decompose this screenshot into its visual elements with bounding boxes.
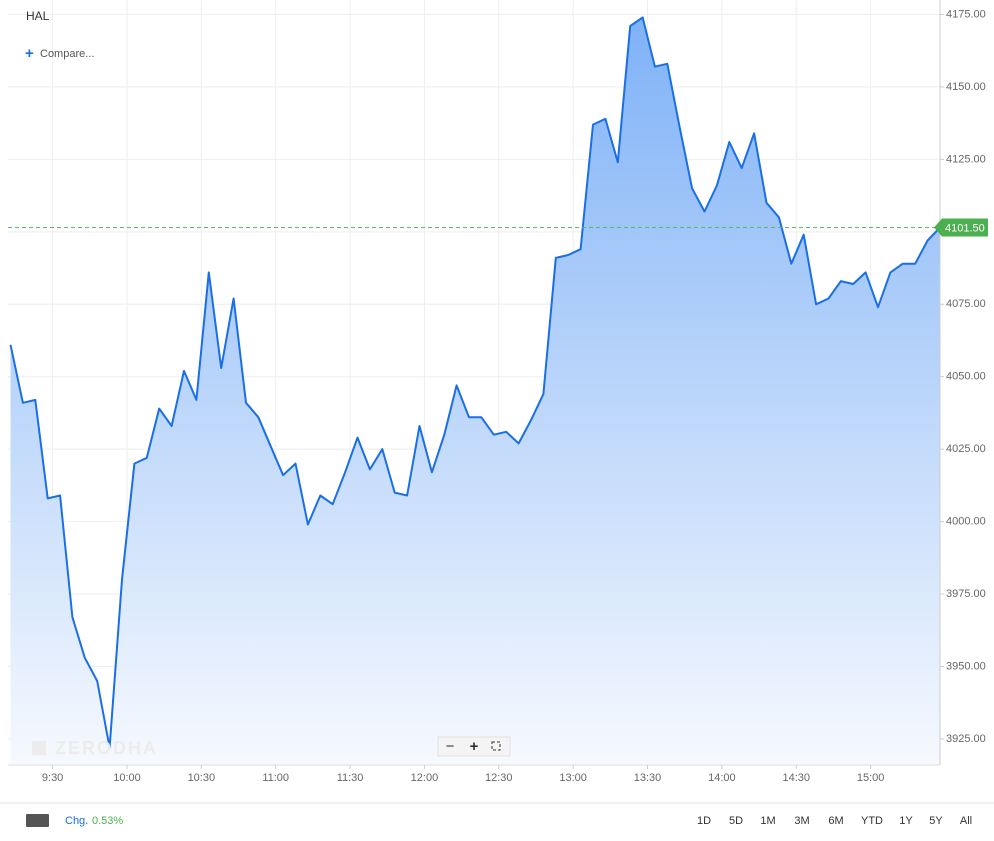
y-tick-label: 4000.00	[946, 515, 986, 527]
change-label: Chg.	[65, 815, 88, 827]
watermark: ZERODHA	[55, 738, 158, 758]
range-button[interactable]: 5D	[729, 815, 743, 827]
x-tick-label: 9:30	[42, 772, 63, 784]
y-tick-label: 3925.00	[946, 733, 986, 745]
range-buttons: 1D 5D 1M 3M 6M YTD 1Y 5Y All	[697, 815, 972, 827]
x-tick-label: 11:00	[262, 772, 289, 784]
x-tick-label: 11:30	[337, 772, 364, 784]
x-tick-label: 13:00	[559, 772, 587, 784]
zoom-in[interactable]: +	[470, 738, 479, 755]
last-price-tag	[934, 218, 988, 237]
symbol: HAL	[26, 9, 50, 23]
y-tick-label: 4175.00	[946, 8, 986, 20]
plot	[8, 16, 941, 765]
y-tick-label: 4075.00	[946, 298, 986, 310]
area-fill	[10, 17, 940, 765]
zoom-out[interactable]: −	[446, 738, 455, 755]
x-tick-label: 14:30	[782, 772, 810, 784]
y-tick-label: 3975.00	[946, 588, 986, 600]
x-tick-label: 12:00	[411, 772, 439, 784]
watermark-logo	[32, 741, 46, 755]
y-tick-label: 4125.00	[946, 153, 986, 165]
fullscreen[interactable]	[491, 741, 501, 751]
range-button[interactable]: 6M	[828, 815, 843, 827]
keyboard-icon[interactable]	[26, 814, 49, 827]
x-tick-label: 15:00	[857, 772, 885, 784]
range-button[interactable]: 1M	[760, 815, 775, 827]
x-tick-label: 13:30	[634, 772, 662, 784]
x-tick-label: 10:00	[113, 772, 141, 784]
range-button[interactable]: 3M	[794, 815, 809, 827]
change-value: 0.53%	[92, 815, 123, 827]
compare-button[interactable]: Compare...	[40, 48, 94, 60]
range-button[interactable]: 1D	[697, 815, 711, 827]
x-tick-label: 10:30	[188, 772, 216, 784]
y-tick-label: 4150.00	[946, 81, 986, 93]
y-tick-label: 4050.00	[946, 371, 986, 383]
range-button[interactable]: 5Y	[929, 815, 943, 827]
zoom-controls: − +	[437, 736, 511, 757]
last-price-label: 4101.50	[945, 222, 985, 234]
compare-plus[interactable]: +	[25, 45, 34, 62]
range-button[interactable]: All	[960, 815, 972, 827]
range-button[interactable]: 1Y	[899, 815, 913, 827]
range-button[interactable]: YTD	[861, 815, 883, 827]
y-tick-label: 3950.00	[946, 660, 986, 672]
x-tick-label: 12:30	[485, 772, 513, 784]
x-tick-label: 14:00	[708, 772, 736, 784]
price-line	[9, 16, 941, 749]
y-tick-label: 4025.00	[946, 443, 986, 455]
